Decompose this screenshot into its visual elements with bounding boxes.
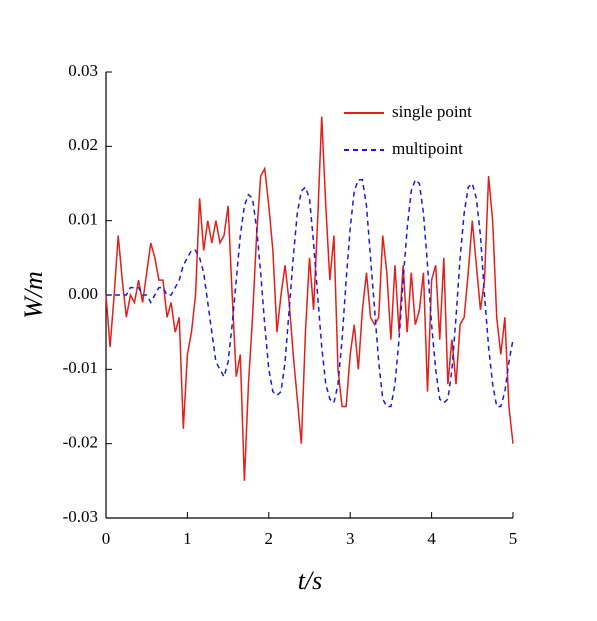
x-axis-label: t/s: [298, 566, 323, 595]
y-tick-label: 0.00: [68, 284, 98, 303]
legend-label: single point: [392, 102, 472, 121]
y-tick-label: 0.01: [68, 210, 98, 229]
y-tick-label: 0.03: [68, 61, 98, 80]
x-tick-label: 4: [427, 529, 436, 548]
y-axis-label: W/m: [19, 271, 48, 319]
x-tick-label: 2: [265, 529, 274, 548]
y-tick-label: 0.02: [68, 135, 98, 154]
y-tick-label: -0.02: [63, 433, 98, 452]
y-tick-label: -0.03: [63, 507, 98, 526]
x-tick-label: 5: [509, 529, 518, 548]
y-tick-label: -0.01: [63, 358, 98, 377]
x-tick-label: 0: [102, 529, 111, 548]
legend-label: multipoint: [392, 139, 463, 158]
series-line: [105, 116, 514, 481]
x-tick-label: 1: [183, 529, 192, 548]
series-line: [106, 178, 514, 408]
x-tick-label: 3: [346, 529, 355, 548]
